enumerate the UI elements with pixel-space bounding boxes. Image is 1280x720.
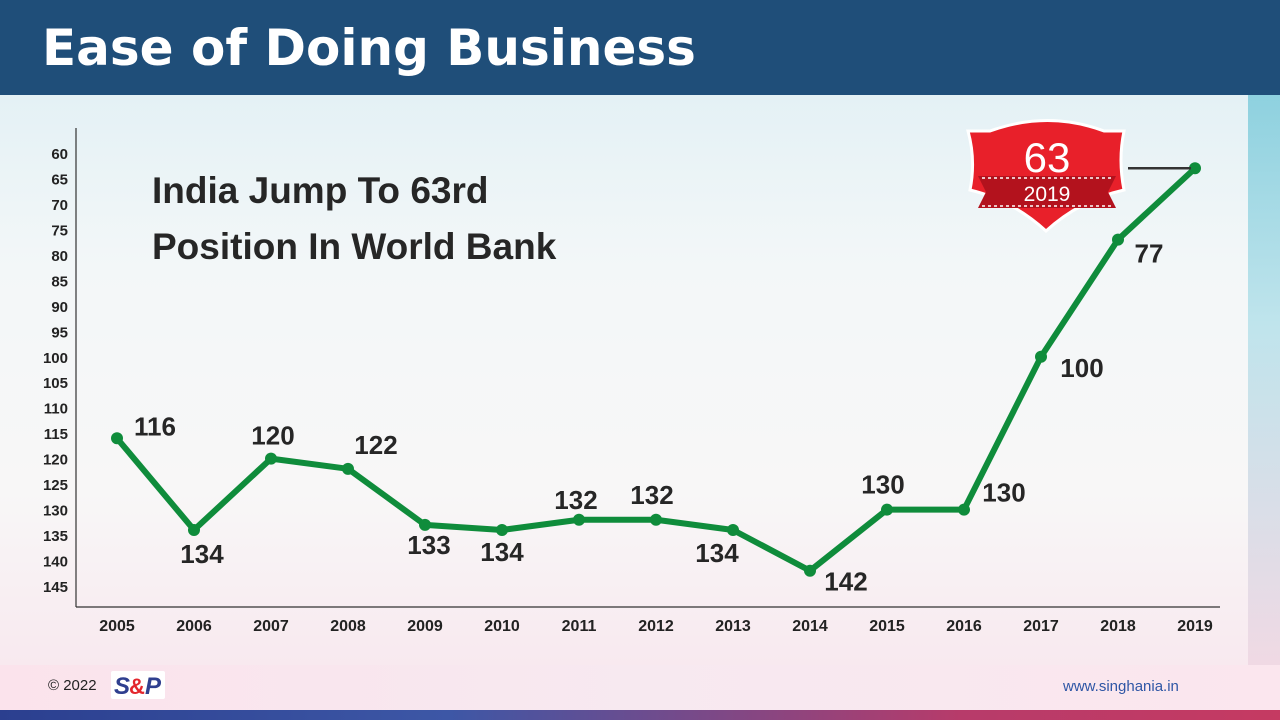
data-label: 132 (630, 480, 673, 510)
data-label: 130 (861, 470, 904, 500)
x-tick-label: 2015 (869, 618, 905, 635)
badge-rank: 63 (1024, 134, 1071, 181)
y-tick-label: 70 (51, 197, 68, 214)
badge-year: 2019 (1024, 183, 1071, 206)
y-tick-label: 65 (51, 171, 68, 188)
data-point (111, 432, 123, 445)
header-bar (0, 0, 1280, 95)
data-label: 142 (824, 567, 867, 597)
y-tick-label: 120 (43, 452, 68, 469)
decorative-edge (1248, 95, 1280, 665)
y-tick-label: 115 (44, 426, 68, 443)
x-tick-label: 2016 (946, 618, 982, 635)
data-label: 120 (251, 421, 294, 451)
data-point (573, 513, 585, 526)
x-tick-label: 2018 (1100, 618, 1136, 635)
chart-axes (75, 128, 1220, 608)
data-point (1112, 233, 1124, 246)
y-tick-label: 145 (43, 579, 68, 596)
y-tick-label: 75 (51, 222, 68, 239)
copyright-text: © 2022 (48, 677, 97, 694)
y-tick-label: 90 (51, 299, 68, 316)
svg-text:S: S (114, 673, 130, 699)
data-label: 134 (695, 538, 739, 568)
y-tick-label: 130 (43, 503, 68, 520)
data-label: 77 (1135, 239, 1164, 269)
series-rank: 116 134 120 122 133 134 132 132 134 142 130 130 100 7… (111, 162, 1201, 597)
x-tick-label: 2011 (562, 618, 597, 635)
website-link[interactable]: www.singhania.in (1063, 678, 1179, 695)
data-point (804, 564, 816, 577)
svg-text:P: P (145, 673, 162, 699)
data-label: 134 (480, 537, 524, 567)
data-label: 133 (407, 530, 450, 560)
x-tick-label: 2013 (715, 618, 751, 635)
chart-title-line-2: Position In World Bank (152, 226, 557, 267)
y-tick-label: 80 (51, 248, 68, 265)
data-point (188, 523, 200, 536)
x-tick-label: 2019 (1177, 618, 1213, 635)
y-tick-label: 85 (51, 273, 68, 290)
data-label: 100 (1060, 353, 1103, 383)
x-tick-label: 2006 (176, 618, 212, 635)
x-tick-labels: 2005 2006 2007 2008 2009 2010 2011 2012 2013 2014… (99, 618, 1213, 635)
badge-ribbon (978, 176, 1116, 208)
y-tick-label: 110 (44, 401, 68, 418)
svg-text:&: & (129, 674, 145, 699)
y-tick-label: 135 (43, 528, 68, 545)
x-tick-label: 2012 (638, 618, 674, 635)
x-tick-label: 2010 (484, 618, 520, 635)
x-tick-label: 2009 (407, 618, 443, 635)
data-point (265, 452, 277, 465)
y-tick-labels: 60 65 70 75 80 85 90 95 100 105 110 115 120 125 130 135… (43, 146, 68, 596)
data-label: 134 (180, 539, 224, 569)
slide-title: Ease of Doing Business (42, 19, 696, 77)
y-tick-label: 60 (51, 146, 68, 163)
x-tick-label: 2017 (1023, 618, 1059, 635)
data-label: 122 (354, 430, 397, 460)
x-tick-label: 2008 (330, 618, 366, 635)
company-logo: S & P (111, 671, 165, 700)
data-label: 116 (134, 411, 176, 441)
y-tick-label: 95 (51, 324, 68, 341)
data-point (727, 523, 739, 536)
data-label: 132 (554, 485, 597, 515)
x-tick-label: 2007 (253, 618, 289, 635)
data-point (496, 523, 508, 536)
x-tick-label: 2005 (99, 618, 135, 635)
data-point (1035, 350, 1047, 363)
y-tick-label: 125 (43, 477, 68, 494)
data-point (881, 503, 893, 516)
data-label: 130 (982, 478, 1025, 508)
data-point (958, 503, 970, 516)
y-tick-label: 100 (43, 350, 68, 367)
y-tick-label: 105 (43, 375, 68, 392)
data-point (419, 518, 431, 531)
chart-title-line-1: India Jump To 63rd (152, 170, 488, 211)
data-point (342, 462, 354, 475)
data-point (1189, 162, 1201, 175)
y-tick-label: 140 (43, 554, 68, 571)
bottom-stripe (0, 710, 1280, 720)
data-point (650, 513, 662, 526)
footer-bar (0, 665, 1280, 710)
x-tick-label: 2014 (792, 618, 828, 635)
